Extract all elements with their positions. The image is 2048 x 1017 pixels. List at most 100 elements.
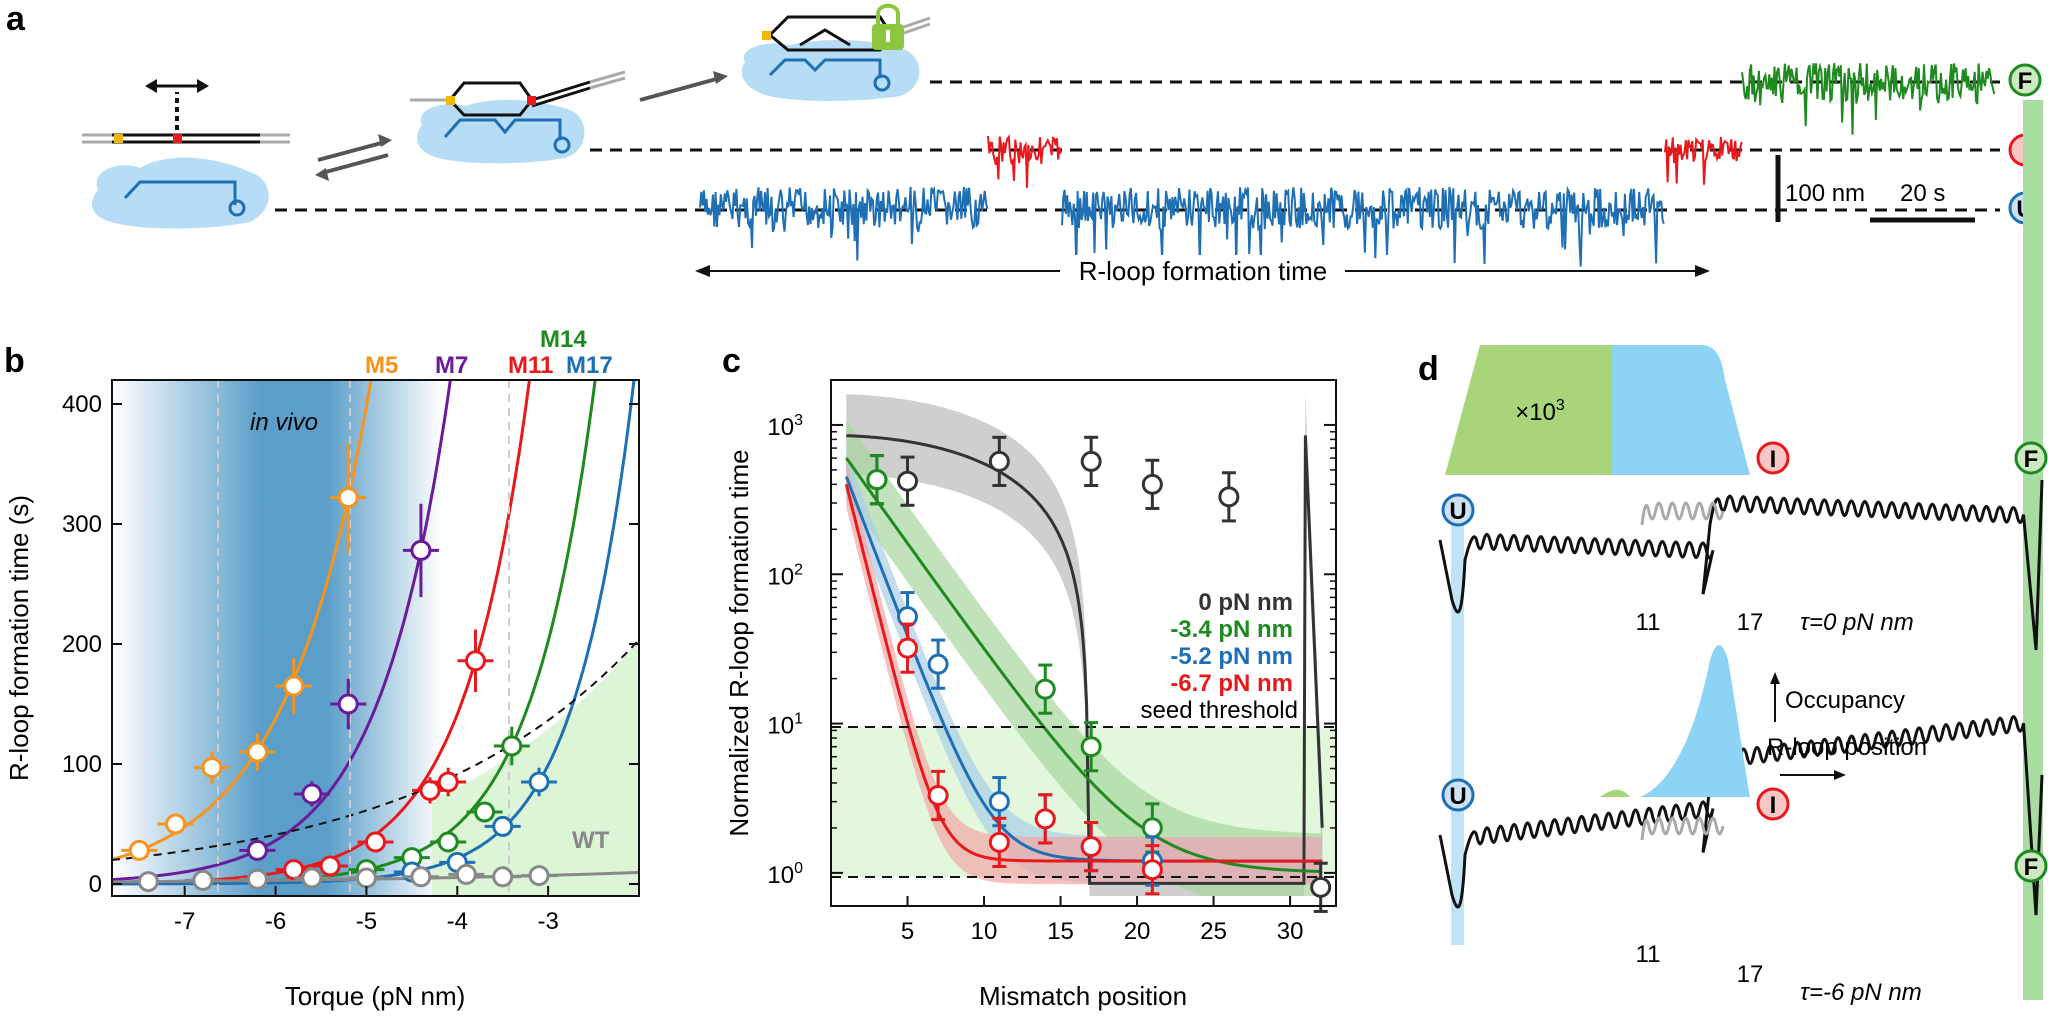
occupancy-full-top [1612, 345, 1750, 475]
b-marker [128, 839, 150, 861]
schematic-unbound [82, 79, 290, 229]
c-marker [1141, 859, 1163, 881]
panel-c-xlabel: Mismatch position [979, 981, 1187, 1011]
panel-a: a [6, 0, 2042, 287]
c-point-0 pN nm [897, 455, 919, 507]
equilibrium-arrows [315, 134, 392, 181]
c-marker [897, 470, 919, 492]
panel-label-d: d [1418, 350, 1439, 388]
c-marker [1218, 486, 1240, 508]
b-point-M11 [357, 831, 394, 853]
b-point-M11 [412, 777, 449, 804]
c-marker [1141, 473, 1163, 495]
b-marker [474, 801, 496, 823]
b-ytick-label: 300 [62, 511, 102, 538]
c-band--6.7 pN nm [846, 460, 1323, 885]
panel-b-frame [111, 379, 640, 897]
in-vivo-label: in vivo [250, 409, 318, 436]
c-ytick-label: 102 [767, 561, 803, 590]
b-marker [464, 650, 486, 672]
b-marker [301, 867, 323, 889]
schematic-intermediate [410, 70, 626, 164]
c-marker [1034, 808, 1056, 830]
c-marker [988, 791, 1010, 813]
b-marker [492, 866, 514, 888]
b-point-M11 [457, 629, 494, 693]
d-badge-u-bottom: U [1441, 778, 1475, 812]
b-point-WT [484, 866, 521, 888]
svg-text:F: F [2024, 446, 2039, 473]
b-point-M5 [239, 733, 276, 771]
c-xtick-label: 25 [1200, 918, 1227, 945]
c-marker [988, 831, 1010, 853]
b-xtick-label: -6 [265, 908, 286, 935]
panel-b-xlabel: Torque (pN nm) [285, 981, 466, 1011]
d-badge-i-bottom: I [1756, 787, 1790, 821]
b-point-M5 [121, 839, 158, 861]
trace-plot [699, 62, 1996, 267]
landscape-bottom-grey [1640, 816, 1725, 841]
b-marker [337, 693, 359, 715]
b-point-M14 [466, 801, 503, 823]
b-xtick-label: -7 [174, 908, 195, 935]
panel-b-ylabel: R-loop formation time (s) [4, 495, 34, 781]
c-ytick-label: 101 [767, 711, 803, 740]
c-point--5.2 pN nm [927, 638, 949, 690]
forward-arrow [639, 76, 721, 102]
b-xtick-label: -5 [356, 908, 377, 935]
panel-label-b: b [4, 342, 25, 380]
badge-f: F [2008, 63, 2042, 97]
c-marker [897, 637, 919, 659]
u-column [1451, 505, 1464, 945]
b-marker [337, 487, 359, 509]
b-marker [437, 771, 459, 793]
b-marker [528, 771, 550, 793]
in-vivo-band [112, 380, 442, 896]
b-marker [319, 855, 341, 877]
c-xtick-label: 5 [901, 918, 914, 945]
c-marker [866, 469, 888, 491]
legend-5-2: -5.2 pN nm [1170, 643, 1293, 670]
legend-3-4: -3.4 pN nm [1170, 616, 1293, 643]
b-marker [437, 831, 459, 853]
c-marker [1034, 678, 1056, 700]
b-marker [165, 813, 187, 835]
c-marker [1080, 450, 1102, 472]
formation-time-label: R-loop formation time [1079, 256, 1328, 286]
b-marker [246, 839, 268, 861]
c-point--3.4 pN nm [866, 454, 888, 506]
landscape-top-black [1438, 479, 2044, 651]
b-point-M14 [430, 831, 467, 853]
panel-c: c seed threshold 0 pN nm -3.4 pN nm -5.2… [722, 342, 1337, 1011]
scale-bar-length-label: 100 nm [1785, 180, 1865, 207]
trace-i-1 [987, 133, 1062, 188]
c-fit-0 pN nm [846, 434, 1324, 885]
occupancy-intermediate-bottom [1470, 789, 1640, 797]
b-point-M7 [293, 781, 330, 807]
c-xtick-label: 10 [971, 918, 998, 945]
seed-threshold-label: seed threshold [1141, 697, 1298, 724]
b-fit-M5 [112, 380, 373, 862]
b-marker [410, 539, 432, 561]
tau-top: τ=0 pN nm [1800, 609, 1914, 636]
svg-text:U: U [1449, 498, 1466, 525]
b-marker [455, 863, 477, 885]
pos-17-bottom: 17 [1737, 961, 1764, 988]
b-marker [201, 757, 223, 779]
label-m7: M7 [435, 352, 468, 379]
c-point-0 pN nm [988, 435, 1010, 487]
c-marker [1080, 736, 1102, 758]
svg-text:F: F [2024, 854, 2039, 881]
panel-b: b in vivo M5 M7 M11 M14 M17 WT -7 -6 -5 -4 -… [4, 326, 640, 1011]
b-point-M7 [239, 839, 276, 861]
c-point--6.7 pN nm [897, 622, 919, 674]
b-marker [283, 675, 305, 697]
b-ytick-label: 100 [62, 751, 102, 778]
b-marker [301, 783, 323, 805]
b-ytick-label: 0 [89, 871, 102, 898]
legend-6-7: -6.7 pN nm [1170, 670, 1293, 697]
c-point--6.7 pN nm [927, 769, 949, 822]
occupancy-intermediate-top [1445, 345, 1612, 475]
b-point-M5 [157, 813, 194, 835]
